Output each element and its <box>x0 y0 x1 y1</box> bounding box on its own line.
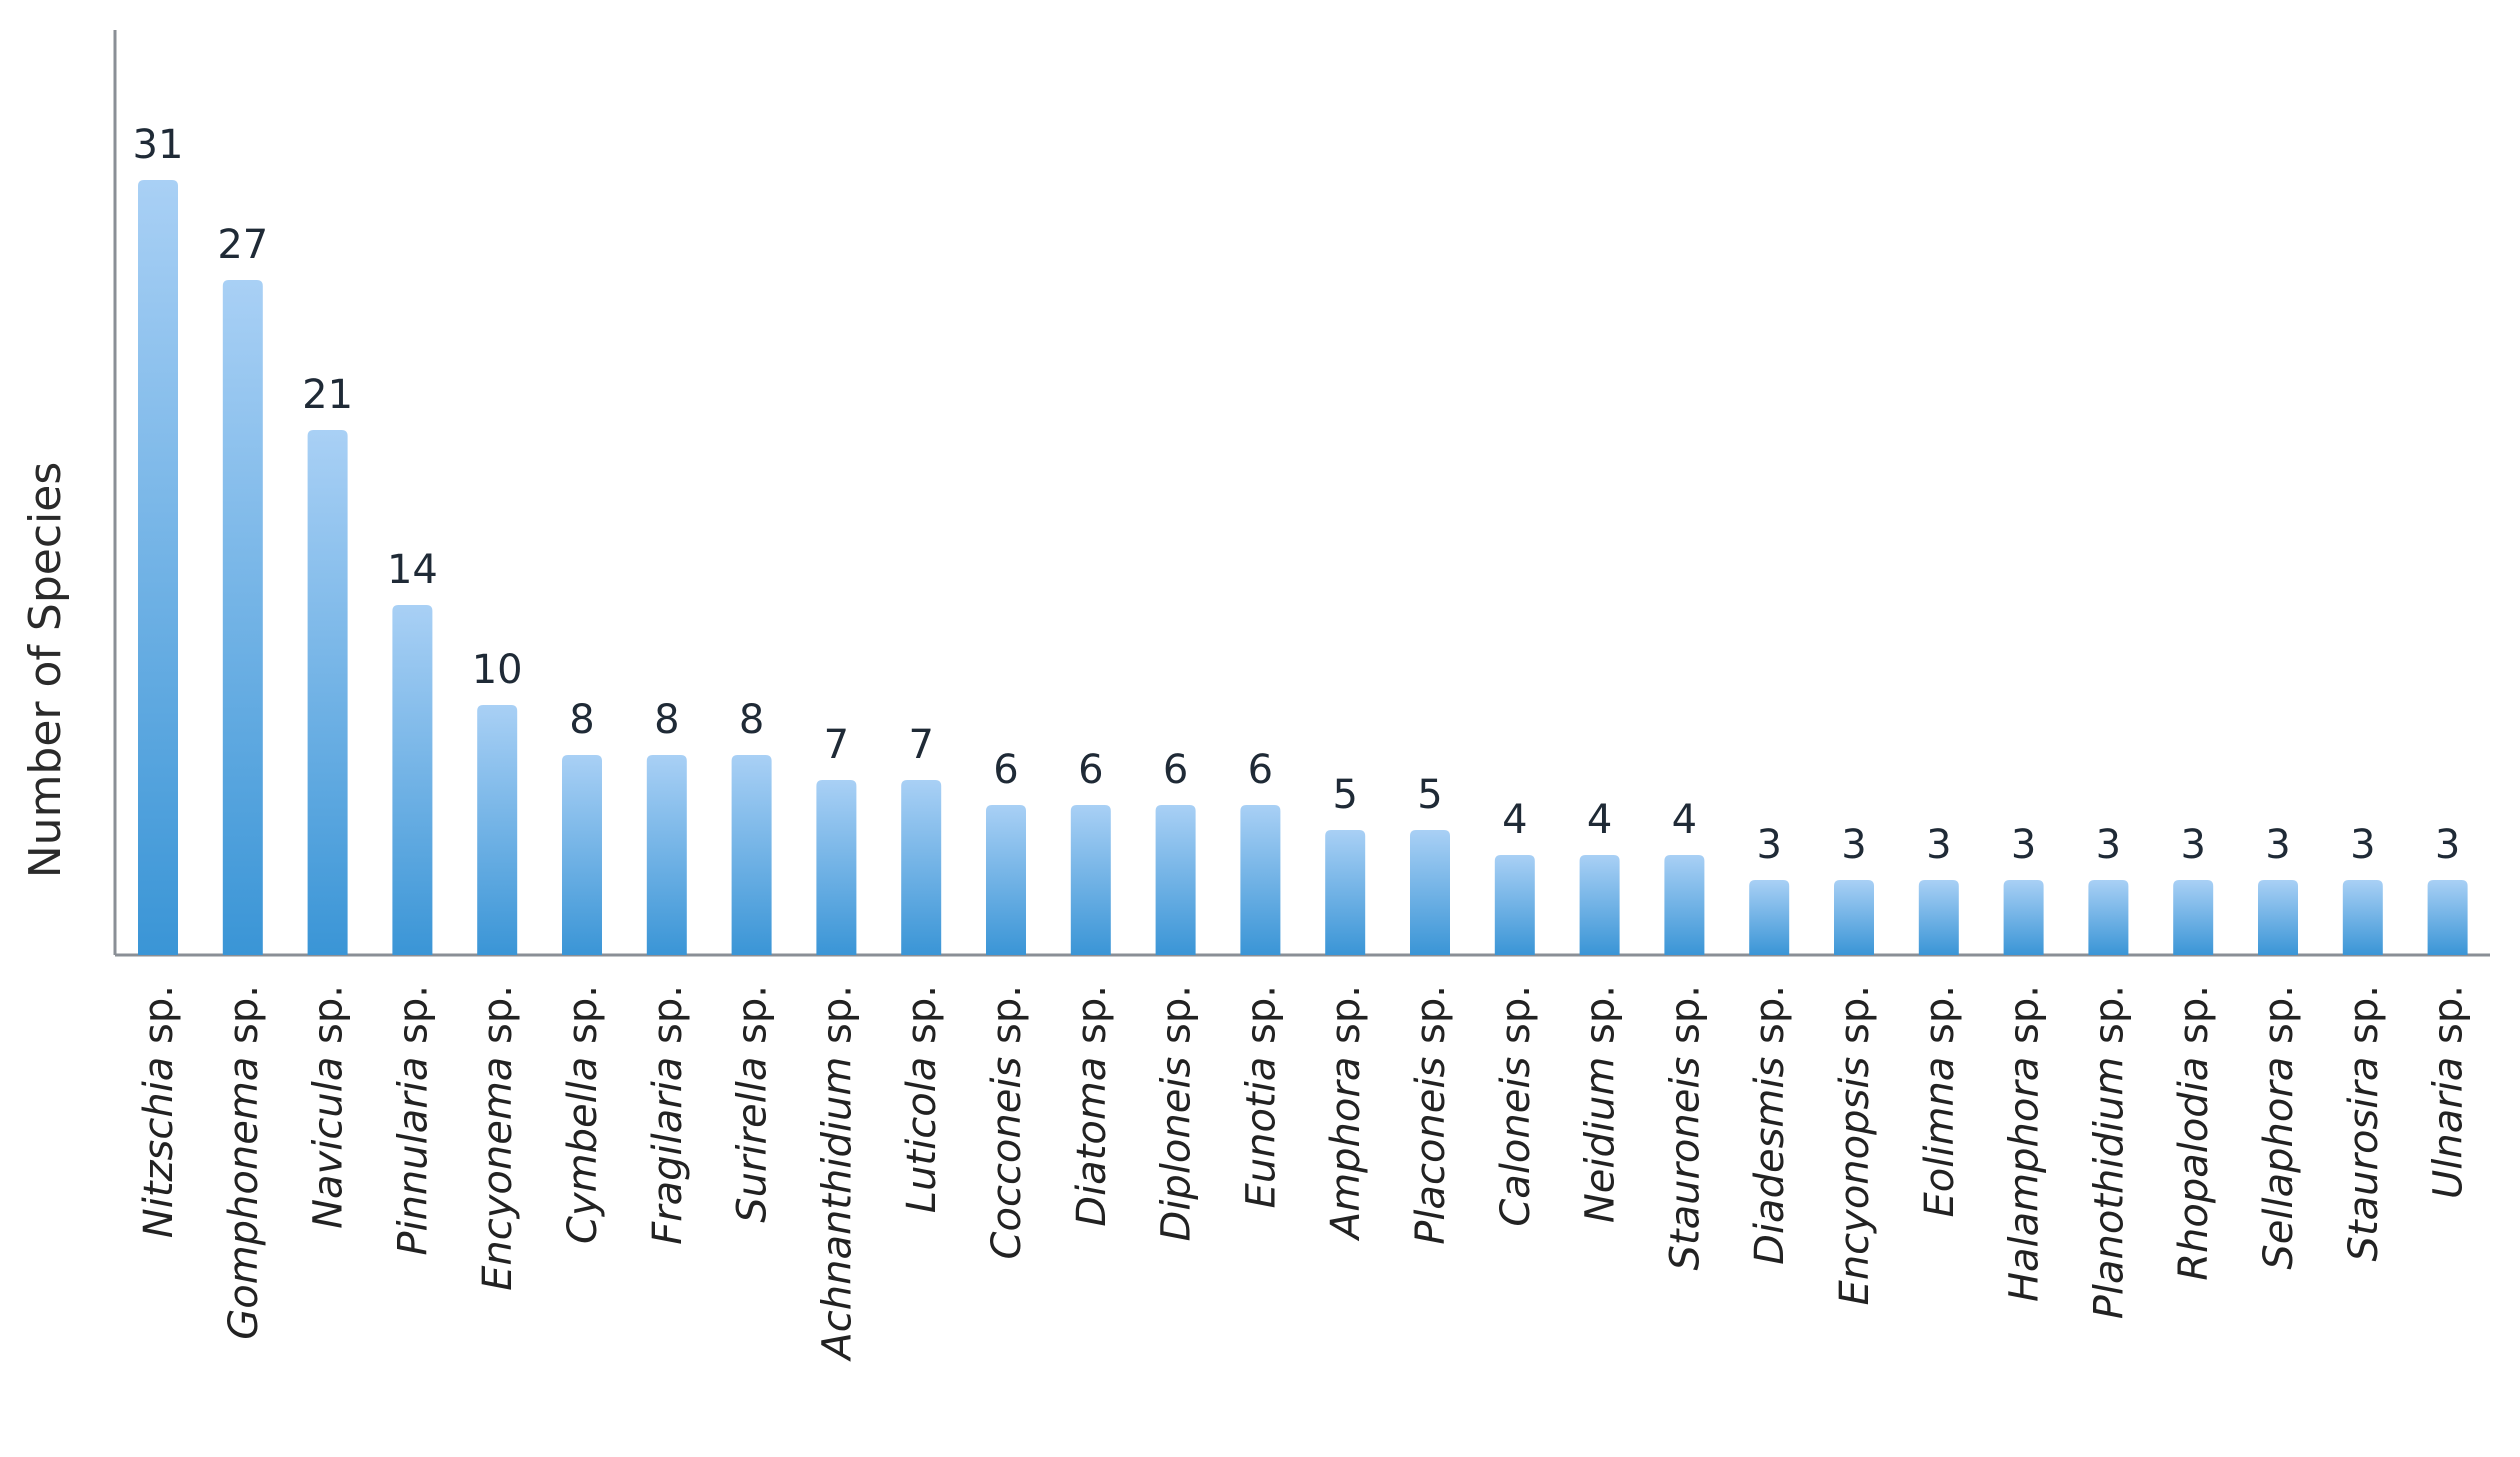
bar-ulnaria <box>2427 880 2468 955</box>
data-label-eolimna: 3 <box>1926 822 1951 868</box>
x-tick-label-stauroneis: Stauroneis sp. <box>1662 985 1708 1270</box>
data-label-halamphora: 3 <box>2011 822 2036 868</box>
x-tick-label-pinnularia: Pinnularia sp. <box>390 985 436 1256</box>
bar-cymbella <box>562 755 602 955</box>
data-label-amphora: 5 <box>1332 772 1357 818</box>
x-tick-label-encyonopsis: Encyonopsis sp. <box>1832 985 1878 1305</box>
x-tick-label-surirella: Surirella sp. <box>730 985 776 1223</box>
data-label-fragilaria: 8 <box>654 697 679 743</box>
data-label-rhopalodia: 3 <box>2180 822 2205 868</box>
bar-placoneis <box>1410 830 1450 955</box>
bar-halamphora <box>2003 880 2044 955</box>
bar-diadesmis <box>1749 880 1790 955</box>
x-tick-label-encyonema: Encyonema sp. <box>475 985 521 1291</box>
bar-navicula <box>307 430 348 955</box>
x-tick-label-gomphonema: Gomphonema sp. <box>221 985 267 1340</box>
bar-cocconeis <box>986 805 1026 955</box>
x-tick-label-luticola: Luticola sp. <box>899 985 945 1213</box>
value-labels: 31 27 21 14 10 8 8 8 7 7 6 6 6 6 5 5 4 4 4 3 3 3 3 3 3 3 3 3 <box>133 122 2461 868</box>
bar-planothidium <box>2088 880 2129 955</box>
x-tick-label-cymbella: Cymbella sp. <box>560 985 606 1244</box>
bar-sellaphora <box>2258 880 2298 955</box>
data-label-cymbella: 8 <box>569 697 594 743</box>
data-label-diploneis: 6 <box>1163 747 1188 793</box>
x-tick-label-staurosira: Staurosira sp. <box>2341 985 2387 1261</box>
data-label-gomphonema: 27 <box>217 222 268 268</box>
bar-eolimna <box>1918 880 1959 955</box>
x-tick-label-cocconeis: Cocconeis sp. <box>984 985 1030 1259</box>
x-tick-label-placoneis: Placoneis sp. <box>1408 985 1454 1245</box>
data-label-planothidium: 3 <box>2096 822 2121 868</box>
bar-gomphonema <box>222 280 263 955</box>
x-tick-label-eolimna: Eolimna sp. <box>1917 985 1963 1217</box>
bar-staurosira <box>2342 880 2383 955</box>
x-tick-label-nitzschia: Nitzschia sp. <box>136 985 182 1238</box>
x-tick-label-fragilaria: Fragilaria sp. <box>645 985 691 1245</box>
x-tick-label-rhopalodia: Rhopalodia sp. <box>2171 985 2217 1281</box>
data-label-diadesmis: 3 <box>1756 822 1781 868</box>
bars <box>138 180 2468 955</box>
bar-caloneis <box>1494 855 1535 955</box>
x-tick-label-achnanthidium: Achnanthidium sp. <box>814 985 860 1363</box>
bar-encyonopsis <box>1834 880 1874 955</box>
x-tick-label-amphora: Amphora sp. <box>1323 985 1369 1242</box>
data-label-staurosira: 3 <box>2350 822 2375 868</box>
data-label-caloneis: 4 <box>1502 797 1527 843</box>
bar-fragilaria <box>646 755 687 955</box>
data-label-eunotia: 6 <box>1248 747 1273 793</box>
data-label-neidium: 4 <box>1587 797 1612 843</box>
x-tick-label-diploneis: Diploneis sp. <box>1154 985 1200 1241</box>
category-labels: Nitzschia sp. Gomphonema sp. Navicula sp. P… <box>136 985 2472 1363</box>
bar-encyonema <box>477 705 518 955</box>
bar-achnanthidium <box>816 780 857 955</box>
bar-luticola <box>901 780 942 955</box>
axes <box>113 30 2490 957</box>
x-tick-label-diatoma: Diatoma sp. <box>1069 985 1115 1227</box>
x-tick-label-eunotia: Eunotia sp. <box>1238 985 1284 1208</box>
y-axis-label: Number of Species <box>20 462 71 878</box>
data-label-nitzschia: 31 <box>133 122 184 168</box>
data-label-placoneis: 5 <box>1417 772 1442 818</box>
data-label-navicula: 21 <box>302 372 353 418</box>
data-label-cocconeis: 6 <box>993 747 1018 793</box>
bar-stauroneis <box>1664 855 1705 955</box>
bar-rhopalodia <box>2173 880 2214 955</box>
x-tick-label-planothidium: Planothidium sp. <box>2086 985 2132 1319</box>
data-label-pinnularia: 14 <box>387 547 438 593</box>
x-tick-label-ulnaria: Ulnaria sp. <box>2426 985 2472 1199</box>
data-label-sellaphora: 3 <box>2265 822 2290 868</box>
x-tick-label-navicula: Navicula sp. <box>306 985 352 1229</box>
bar-eunotia <box>1240 805 1281 955</box>
x-tick-label-halamphora: Halamphora sp. <box>2002 985 2048 1302</box>
data-label-diatoma: 6 <box>1078 747 1103 793</box>
bar-pinnularia <box>392 605 433 955</box>
data-label-ulnaria: 3 <box>2435 822 2460 868</box>
bar-surirella <box>731 755 772 955</box>
data-label-achnanthidium: 7 <box>824 722 849 768</box>
bar-nitzschia <box>138 180 178 955</box>
data-label-luticola: 7 <box>908 722 933 768</box>
data-label-stauroneis: 4 <box>1672 797 1697 843</box>
x-tick-label-sellaphora: Sellaphora sp. <box>2256 985 2302 1270</box>
x-tick-label-diadesmis: Diadesmis sp. <box>1747 985 1793 1265</box>
data-label-encyonema: 10 <box>472 647 523 693</box>
bar-amphora <box>1325 830 1366 955</box>
data-label-encyonopsis: 3 <box>1841 822 1866 868</box>
bar-diatoma <box>1070 805 1111 955</box>
x-tick-label-neidium: Neidium sp. <box>1578 985 1624 1223</box>
bar-neidium <box>1579 855 1620 955</box>
bar-diploneis <box>1155 805 1196 955</box>
x-tick-label-caloneis: Caloneis sp. <box>1493 985 1539 1227</box>
data-label-surirella: 8 <box>739 697 764 743</box>
